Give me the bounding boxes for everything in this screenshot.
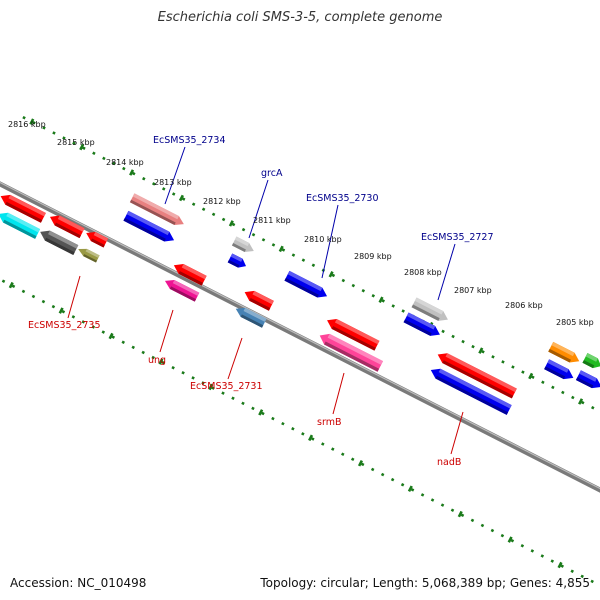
map-title: Escherichia coli SMS-3-5, complete genom… — [157, 10, 443, 25]
gene-reverse — [327, 319, 380, 351]
tick-mark — [108, 332, 114, 340]
tick-label: 2812 kbp — [203, 197, 241, 206]
label-leader-line — [159, 309, 174, 353]
gene-forward — [544, 359, 574, 380]
gene-reverse — [0, 212, 41, 239]
tick-mark — [378, 296, 384, 304]
label-leader-line — [437, 243, 456, 301]
tick-mark — [79, 143, 85, 151]
gene-forward — [403, 312, 440, 336]
tick-mark — [178, 194, 184, 202]
gene-forward — [123, 210, 175, 242]
tick-mark — [457, 510, 463, 518]
tick-label: 2809 kbp — [354, 252, 392, 261]
tick-label: 2816 kbp — [8, 120, 46, 129]
label-leader-line — [321, 204, 339, 279]
gene-forward — [548, 341, 580, 363]
tick-rows — [0, 115, 600, 587]
tick-mark — [407, 485, 413, 492]
gene-label: EcSMS35_2735 — [28, 320, 101, 331]
tick-mark — [129, 169, 135, 176]
tick-label: 2805 kbp — [556, 318, 594, 327]
tick-mark — [278, 245, 284, 253]
gene-reverse — [437, 353, 517, 399]
gene-forward — [575, 370, 600, 389]
accession-text: Accession: NC_010498 — [10, 576, 147, 590]
gene-labels: 2816 kbp 2815 kbp 2814 kbp 2813 kbp 2812 kbp… — [8, 120, 594, 468]
label-leader-line — [164, 146, 186, 205]
label-leader-line — [450, 411, 464, 455]
gene-forward — [231, 236, 254, 252]
tick-mark — [357, 459, 363, 467]
tick-label: 2806 kbp — [505, 301, 543, 310]
gene-reverse — [173, 264, 207, 286]
tick-label: 2811 kbp — [253, 216, 291, 225]
gene-reverse — [164, 280, 200, 302]
gene-reverse — [86, 232, 109, 248]
label-leaders — [67, 146, 464, 455]
tick-mark — [158, 358, 164, 365]
tick-label: 2815 kbp — [57, 138, 95, 147]
tick-label: 2808 kbp — [404, 268, 442, 277]
gene-forward — [284, 270, 328, 298]
gene-features — [0, 193, 600, 415]
tick-mark — [528, 372, 534, 380]
tick-mark — [557, 561, 563, 569]
tick-mark — [8, 281, 14, 289]
gene-label: EcSMS35_2734 — [153, 135, 226, 146]
gene-reverse — [430, 368, 512, 415]
tick-mark — [29, 118, 35, 125]
backbone — [0, 181, 600, 493]
gene-label: nadB — [437, 457, 461, 468]
tick-mark — [328, 271, 334, 278]
tick-label: 2813 kbp — [154, 178, 192, 187]
tick-label: 2810 kbp — [304, 235, 342, 244]
tick-mark — [258, 409, 264, 416]
tick-mark — [308, 434, 314, 442]
gene-label: ung — [148, 355, 166, 366]
genome-summary-text: Topology: circular; Length: 5,068,389 bp… — [260, 576, 590, 590]
tick-mark — [208, 383, 214, 391]
tick-mark — [478, 347, 484, 354]
backbone-line — [0, 181, 600, 493]
tick-mark — [58, 307, 64, 314]
label-leader-line — [67, 275, 81, 319]
tick-label: 2807 kbp — [454, 286, 492, 295]
gene-label: srmB — [317, 417, 341, 428]
backbone-highlight — [0, 181, 600, 490]
tick-row-top — [22, 115, 600, 413]
tick-mark — [578, 398, 584, 405]
gene-reverse — [0, 194, 46, 223]
gene-label: EcSMS35_2727 — [421, 232, 494, 243]
label-leader-line — [332, 372, 345, 415]
tick-mark — [228, 220, 234, 227]
gene-reverse — [49, 215, 85, 239]
gene-reverse — [235, 307, 267, 328]
tick-label: 2814 kbp — [106, 158, 144, 167]
gene-forward — [411, 297, 448, 321]
gene-forward — [227, 253, 247, 268]
gene-label: EcSMS35_2731 — [190, 381, 263, 392]
gene-reverse — [78, 248, 100, 263]
tick-row-bottom — [0, 277, 600, 587]
gene-label: EcSMS35_2730 — [306, 193, 379, 204]
tick-mark — [507, 536, 513, 543]
gene-reverse — [244, 290, 274, 311]
label-leader-line — [227, 337, 243, 380]
gene-label: grcA — [261, 168, 283, 179]
gene-reverse — [319, 333, 384, 372]
gene-forward — [129, 193, 184, 225]
gene-reverse — [40, 230, 79, 255]
gene-forward — [582, 353, 600, 369]
label-leader-line — [248, 179, 269, 239]
